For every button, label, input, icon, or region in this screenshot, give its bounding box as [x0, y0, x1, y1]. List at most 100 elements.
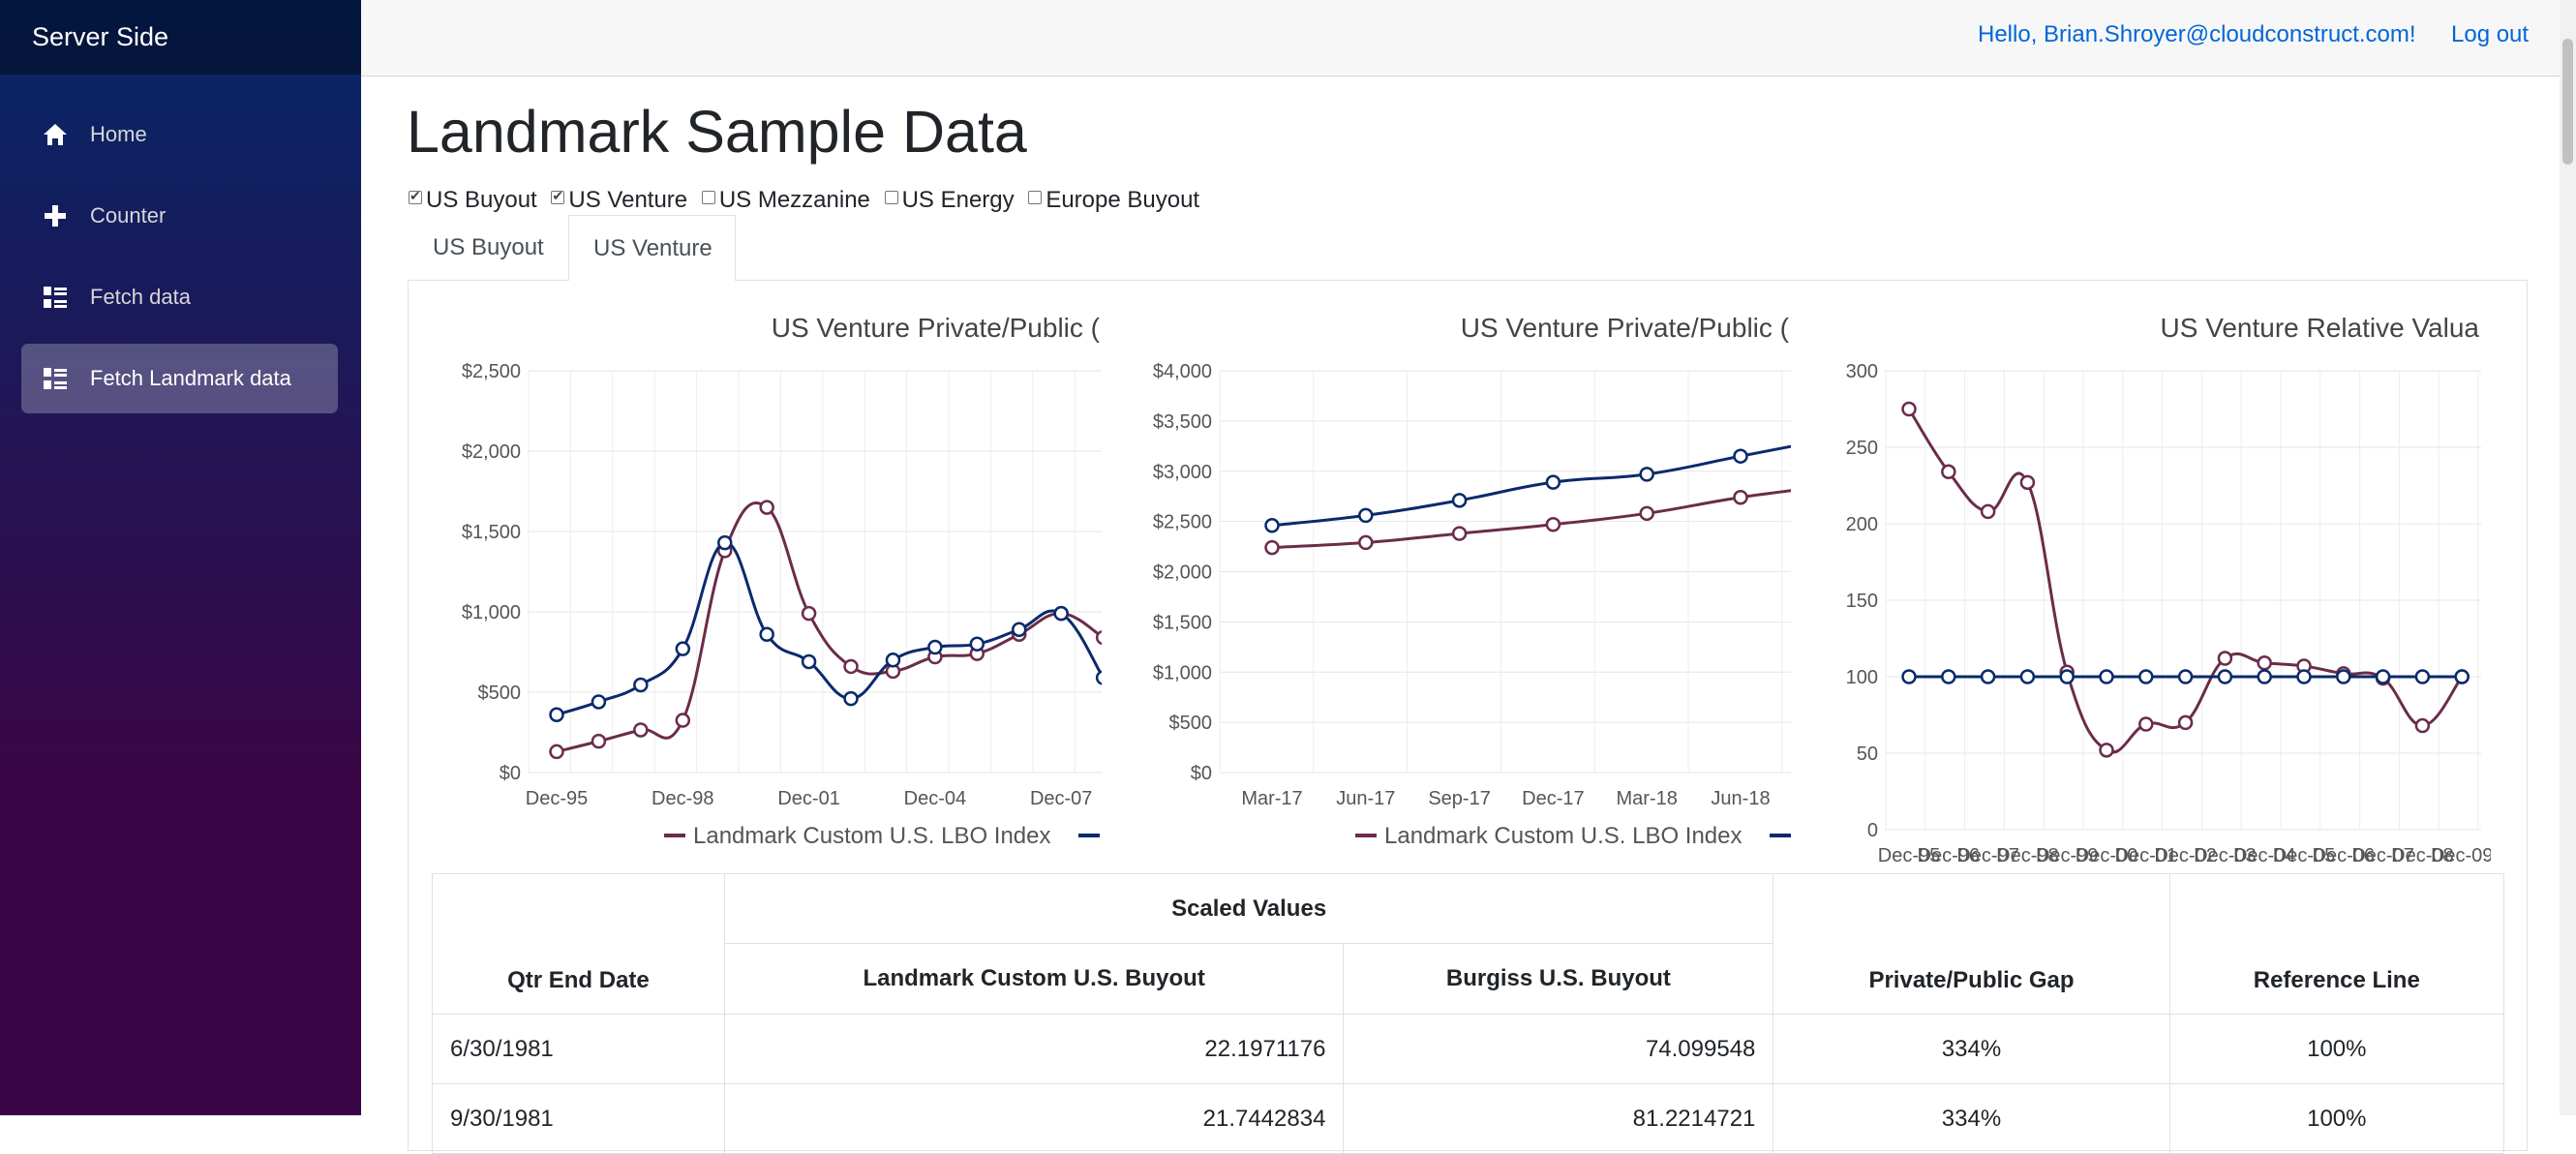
chart-title: US Venture Relative Valua [2161, 313, 2480, 343]
column-header[interactable]: Burgiss U.S. Buyout [1343, 943, 1774, 1015]
table-cell: 334% [1773, 1014, 2170, 1084]
legend-label: Landmark Custom U.S. LBO Index [1384, 823, 1743, 849]
table-row: 9/30/1981 21.7442834 81.2214721 334% 100… [432, 1083, 2505, 1154]
legend-label: Landmark Custom U.S. LBO Index [693, 823, 1051, 849]
y-tick-label: $500 [1169, 713, 1213, 734]
checkbox-us-venture[interactable] [551, 188, 565, 204]
data-point [2336, 669, 2351, 684]
chart-title: US Venture Private/Public ( [1461, 313, 1790, 343]
x-tick-label: Dec-96 [1918, 845, 1980, 866]
sidebar-item-label: Home [90, 122, 147, 146]
sidebar-item-fetch-data[interactable]: Fetch data [21, 262, 338, 332]
x-tick-label: Dec-01 [777, 788, 839, 809]
table-cell: 81.2214721 [1343, 1083, 1774, 1154]
top-row: Hello, Brian.Shroyer@cloudconstruct.com!… [361, 0, 2576, 76]
x-tick-label: Dec-95 [1878, 845, 1940, 866]
list-rich-icon [44, 287, 67, 308]
column-header[interactable]: Private/Public Gap [1773, 873, 2170, 1015]
chart-private-public-long: US Venture Private/Public ($0 $500 $1,000 $… [432, 290, 1102, 881]
column-header[interactable]: Reference Line [2168, 873, 2505, 1015]
data-point [2177, 714, 2194, 731]
data-point [2414, 717, 2431, 734]
chart-private-public-recent: US Venture Private/Public ( $0 $500 $1,000 $… [1123, 290, 1791, 881]
column-header[interactable]: Qtr End Date [432, 873, 725, 1015]
checkbox-label: Europe Buyout [1046, 187, 1200, 213]
scrollbar[interactable] [2560, 0, 2576, 1115]
sidebar-item-label: Counter [90, 203, 167, 228]
data-point [1095, 629, 1102, 646]
x-tick-label: Dec-00 [2076, 845, 2137, 866]
x-tick-label: Jun-18 [1711, 788, 1770, 809]
y-tick-label: $1,000 [1153, 662, 1212, 683]
data-point [843, 690, 859, 707]
y-tick-label: $2,500 [1153, 512, 1212, 533]
data-point [1941, 464, 1956, 480]
y-tick-label: $1,500 [462, 522, 521, 543]
fund-filter-checkboxes: US Buyout US Venture US Mezzanine US Ene… [407, 187, 1205, 216]
checkbox-europe-buyout[interactable] [1028, 191, 1043, 204]
y-tick-label: $4,000 [1153, 361, 1212, 382]
checkbox-us-buyout[interactable] [409, 188, 422, 204]
data-point [2217, 669, 2233, 684]
x-tick-label: Jun-17 [1336, 788, 1395, 809]
x-tick-label: Mar-18 [1617, 788, 1678, 809]
sidebar-item-label: Fetch Landmark data [90, 366, 291, 390]
chart-svg: US Venture Private/Public ($0 $500 $1,000 $… [462, 313, 1102, 849]
y-tick-label: 300 [1846, 361, 1878, 382]
data-point [1095, 670, 1102, 685]
data-point [675, 641, 691, 656]
checkbox-us-energy[interactable] [884, 191, 898, 204]
column-header[interactable]: Landmark Custom U.S. Buyout [723, 943, 1345, 1015]
chart-svg: US Venture Private/Public ( $0 $500 $1,000 $… [1153, 313, 1791, 849]
x-tick-label: Dec-95 [526, 788, 588, 809]
y-tick-label: 0 [1867, 820, 1878, 841]
data-point [2414, 669, 2431, 684]
sidebar: Server Side Home Counter Fetch data [0, 0, 361, 1115]
data-point [549, 707, 564, 722]
data-point [1941, 669, 1956, 684]
y-tick-label: $0 [1191, 763, 1212, 784]
data-point [1264, 518, 1280, 533]
data-point [759, 500, 774, 515]
x-tick-label: Dec-98 [1996, 845, 2058, 866]
data-point [2454, 669, 2470, 684]
data-point [1012, 622, 1027, 638]
brand[interactable]: Server Side [0, 0, 361, 75]
checkbox-label: US Venture [568, 187, 688, 213]
tab-us-buyout[interactable]: US Buyout [433, 234, 544, 260]
series-line [1271, 444, 1791, 528]
y-tick-label: $1,000 [462, 602, 521, 623]
chart-title: US Venture Private/Public ( [772, 313, 1101, 343]
logout-link[interactable]: Log out [2451, 21, 2530, 47]
scrollbar-thumb[interactable] [2562, 39, 2573, 165]
y-tick-label: $500 [478, 683, 522, 704]
data-point [633, 722, 649, 738]
y-tick-label: 100 [1846, 667, 1878, 688]
data-point [1545, 516, 1561, 532]
table-cell: 9/30/1981 [432, 1083, 725, 1154]
x-tick-label: Dec-99 [2036, 845, 2098, 866]
y-tick-label: $3,500 [1153, 411, 1212, 433]
user-greeting-link[interactable]: Hello, Brian.Shroyer@cloudconstruct.com! [1978, 21, 2416, 47]
data-point [2099, 743, 2114, 758]
table-cell: 6/30/1981 [432, 1014, 725, 1084]
data-point [969, 636, 985, 652]
sidebar-item-fetch-landmark-data[interactable]: Fetch Landmark data [21, 344, 338, 413]
sidebar-item-counter[interactable]: Counter [21, 181, 338, 251]
data-point [1358, 534, 1374, 551]
data-point [2257, 669, 2272, 684]
x-tick-label: Dec-05 [2273, 845, 2335, 866]
sidebar-item-home[interactable]: Home [21, 100, 338, 169]
y-tick-label: $2,000 [1153, 562, 1212, 584]
y-tick-label: 150 [1846, 591, 1878, 612]
data-point [1451, 526, 1468, 541]
checkbox-us-mezzanine[interactable] [701, 191, 715, 204]
x-tick-label: Dec-01 [2115, 845, 2177, 866]
data-point [2099, 669, 2114, 684]
tab-us-venture[interactable]: US Venture [568, 215, 736, 281]
data-point [591, 694, 607, 710]
x-tick-label: Dec-03 [2194, 845, 2256, 866]
home-icon [44, 124, 67, 145]
data-point [1053, 605, 1069, 622]
y-tick-label: 250 [1846, 438, 1878, 459]
